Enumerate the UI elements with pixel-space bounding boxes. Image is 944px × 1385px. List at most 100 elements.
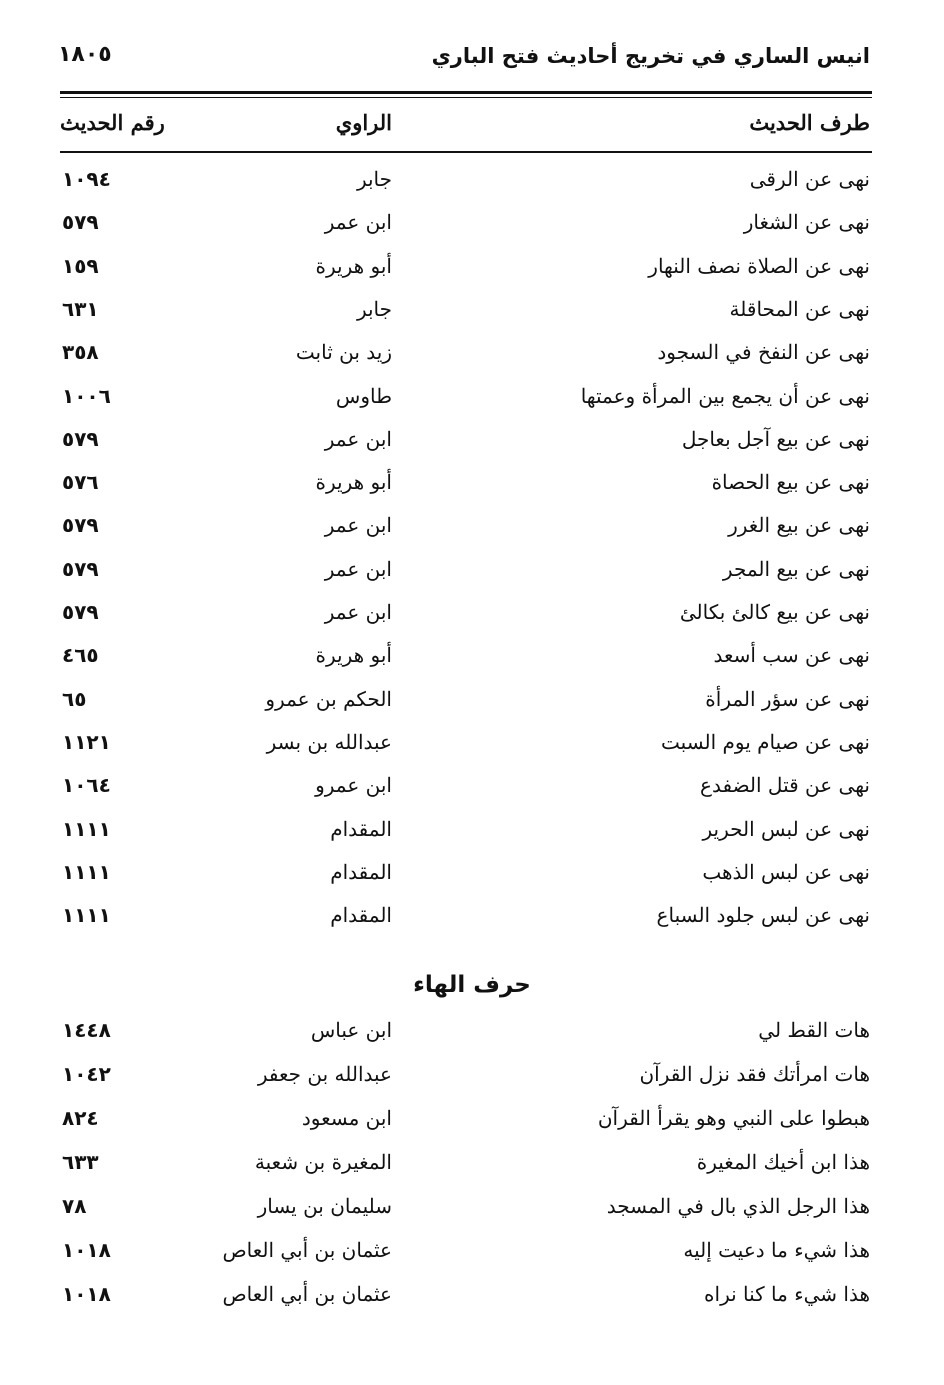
hadith-text: نهى عن الشغار xyxy=(743,210,870,235)
narrator-name: أبو هريرة xyxy=(315,470,392,495)
hadith-text: نهى عن النفخ في السجود xyxy=(657,340,870,365)
hadith-text: هات امرأتك فقد نزل القرآن xyxy=(639,1062,870,1086)
hadith-number: ١٠٦٤ xyxy=(62,773,111,798)
hadith-text: نهى عن الصلاة نصف النهار xyxy=(648,253,870,278)
hadith-text: هبطوا على النبي وهو يقرأ القرآن xyxy=(597,1106,870,1130)
table-row: نهى عن الشغار ابن عمر ٥٧٩ xyxy=(0,210,944,250)
narrator-name: سليمان بن يسار xyxy=(257,1194,392,1218)
table-row: نهى عن بيع الغرر ابن عمر ٥٧٩ xyxy=(0,513,944,553)
narrator-name: زيد بن ثابت xyxy=(295,340,392,365)
hadith-text: نهى عن سب أسعد xyxy=(713,643,870,668)
hadith-number: ١١١١ xyxy=(62,816,111,841)
narrator-name: الحكم بن عمرو xyxy=(265,686,392,711)
hadith-number: ١١١١ xyxy=(62,903,111,928)
table-row: نهى عن بيع كالئ بكالئ ابن عمر ٥٧٩ xyxy=(0,600,944,640)
hadith-number: ١٠٤٢ xyxy=(62,1062,111,1086)
column-header-narrator: الراوي xyxy=(335,110,392,135)
hadith-text: نهى عن بيع الحصاة xyxy=(711,470,870,495)
hadith-number: ١١١١ xyxy=(62,859,111,884)
hadith-text: نهى عن بيع آجل بعاجل xyxy=(681,426,870,451)
narrator-name: المقدام xyxy=(330,816,392,841)
table-row: نهى عن لبس جلود السباع المقدام ١١١١ xyxy=(0,903,944,943)
table-row: نهى عن المحاقلة جابر ٦٣١ xyxy=(0,297,944,337)
hadith-number: ١١٢١ xyxy=(62,729,111,754)
hadith-number: ٥٧٦ xyxy=(62,470,99,495)
hadith-number: ٥٧٩ xyxy=(62,513,99,538)
hadith-text: نهى عن سؤر المرأة xyxy=(705,686,870,711)
hadith-text: نهى عن صيام يوم السبت xyxy=(661,729,870,754)
narrator-name: المقدام xyxy=(330,903,392,928)
narrator-name: ابن عمرو xyxy=(315,773,392,798)
table-row: نهى عن أن يجمع بين المرأة وعمتها طاوس ١٠٠٦ xyxy=(0,384,944,424)
section-title: حرف الهاء xyxy=(413,972,531,998)
table-row: هات امرأتك فقد نزل القرآن عبدالله بن جعفر… xyxy=(0,1062,944,1102)
narrator-name: ابن عمر xyxy=(324,513,392,538)
hadith-number: ٦٥ xyxy=(62,686,87,711)
table-row: هات القط لي ابن عباس ١٤٤٨ xyxy=(0,1018,944,1058)
table-row: نهى عن الرقى جابر ١٠٩٤ xyxy=(0,167,944,207)
hadith-number: ١٠١٨ xyxy=(62,1238,111,1262)
table-row: نهى عن بيع الحصاة أبو هريرة ٥٧٦ xyxy=(0,470,944,510)
header-rule-thin xyxy=(60,97,872,98)
column-header-hadith: طرف الحديث xyxy=(749,110,870,135)
narrator-name: ابن عمر xyxy=(324,210,392,235)
hadith-text: نهى عن أن يجمع بين المرأة وعمتها xyxy=(580,383,870,408)
narrator-name: جابر xyxy=(356,296,392,321)
narrator-name: ابن عمر xyxy=(324,556,392,581)
hadith-number: ١٠١٨ xyxy=(62,1282,111,1306)
table-row: نهى عن الصلاة نصف النهار أبو هريرة ١٥٩ xyxy=(0,254,944,294)
narrator-name: المغيرة بن شعبة xyxy=(254,1150,392,1174)
table-row: نهى عن بيع آجل بعاجل ابن عمر ٥٧٩ xyxy=(0,427,944,467)
table-row: نهى عن سؤر المرأة الحكم بن عمرو ٦٥ xyxy=(0,687,944,727)
table-row: هذا الرجل الذي بال في المسجد سليمان بن يس… xyxy=(0,1194,944,1234)
hadith-number: ١٥٩ xyxy=(62,253,99,278)
table-row: نهى عن صيام يوم السبت عبدالله بن بسر ١١٢١ xyxy=(0,730,944,770)
table-row: نهى عن لبس الذهب المقدام ١١١١ xyxy=(0,860,944,900)
narrator-name: ابن عمر xyxy=(324,600,392,624)
table-row: نهى عن لبس الحرير المقدام ١١١١ xyxy=(0,817,944,857)
hadith-number: ٦٣٣ xyxy=(62,1150,99,1174)
column-header-rule xyxy=(60,151,872,153)
hadith-text: هذا شيء ما دعيت إليه xyxy=(683,1238,870,1262)
hadith-text: نهى عن قتل الضفدع xyxy=(700,773,870,798)
narrator-name: طاوس xyxy=(335,383,392,408)
narrator-name: أبو هريرة xyxy=(315,253,392,278)
hadith-number: ٥٧٩ xyxy=(62,556,99,581)
hadith-text: نهى عن لبس جلود السباع xyxy=(656,903,870,928)
table-row: نهى عن سب أسعد أبو هريرة ٤٦٥ xyxy=(0,643,944,683)
hadith-number: ٥٧٩ xyxy=(62,426,99,451)
table-row: هبطوا على النبي وهو يقرأ القرآن ابن مسعود… xyxy=(0,1106,944,1146)
hadith-number: ٥٧٩ xyxy=(62,600,99,624)
hadith-number: ١٠٠٦ xyxy=(62,383,111,408)
hadith-text: نهى عن الرقى xyxy=(749,167,870,191)
hadith-text: نهى عن بيع كالئ بكالئ xyxy=(679,600,870,624)
hadith-text: نهى عن لبس الحرير xyxy=(702,816,870,841)
narrator-name: عثمان بن أبي العاص xyxy=(222,1238,392,1262)
hadith-number: ٦٣١ xyxy=(62,296,99,321)
hadith-text: نهى عن بيع المجر xyxy=(722,556,870,581)
hadith-text: هذا الرجل الذي بال في المسجد xyxy=(606,1194,870,1218)
hadith-number: ٤٦٥ xyxy=(62,643,99,668)
table-row: نهى عن النفخ في السجود زيد بن ثابت ٣٥٨ xyxy=(0,340,944,380)
hadith-text: نهى عن لبس الذهب xyxy=(702,859,870,884)
page-number: ١٨٠٥ xyxy=(58,42,112,67)
narrator-name: أبو هريرة xyxy=(315,643,392,668)
header-rule xyxy=(60,91,872,94)
hadith-number: ٣٥٨ xyxy=(62,340,99,365)
narrator-name: عبدالله بن جعفر xyxy=(257,1062,392,1086)
hadith-text: هذا شيء ما كنا نراه xyxy=(704,1282,870,1306)
narrator-name: ابن عمر xyxy=(324,426,392,451)
narrator-name: جابر xyxy=(356,167,392,191)
hadith-text: هات القط لي xyxy=(758,1018,870,1042)
narrator-name: ابن مسعود xyxy=(301,1106,392,1130)
narrator-name: المقدام xyxy=(330,859,392,884)
narrator-name: عثمان بن أبي العاص xyxy=(222,1282,392,1306)
hadith-number: ٨٢٤ xyxy=(62,1106,99,1130)
hadith-text: هذا ابن أخيك المغيرة xyxy=(696,1150,870,1174)
table-row: نهى عن قتل الضفدع ابن عمرو ١٠٦٤ xyxy=(0,773,944,813)
table-row: هذا ابن أخيك المغيرة المغيرة بن شعبة ٦٣٣ xyxy=(0,1150,944,1190)
table-row: هذا شيء ما كنا نراه عثمان بن أبي العاص ١٠١… xyxy=(0,1282,944,1322)
hadith-text: نهى عن المحاقلة xyxy=(729,296,870,321)
table-row: نهى عن بيع المجر ابن عمر ٥٧٩ xyxy=(0,557,944,597)
table-row: هذا شيء ما دعيت إليه عثمان بن أبي العاص ١٠… xyxy=(0,1238,944,1278)
